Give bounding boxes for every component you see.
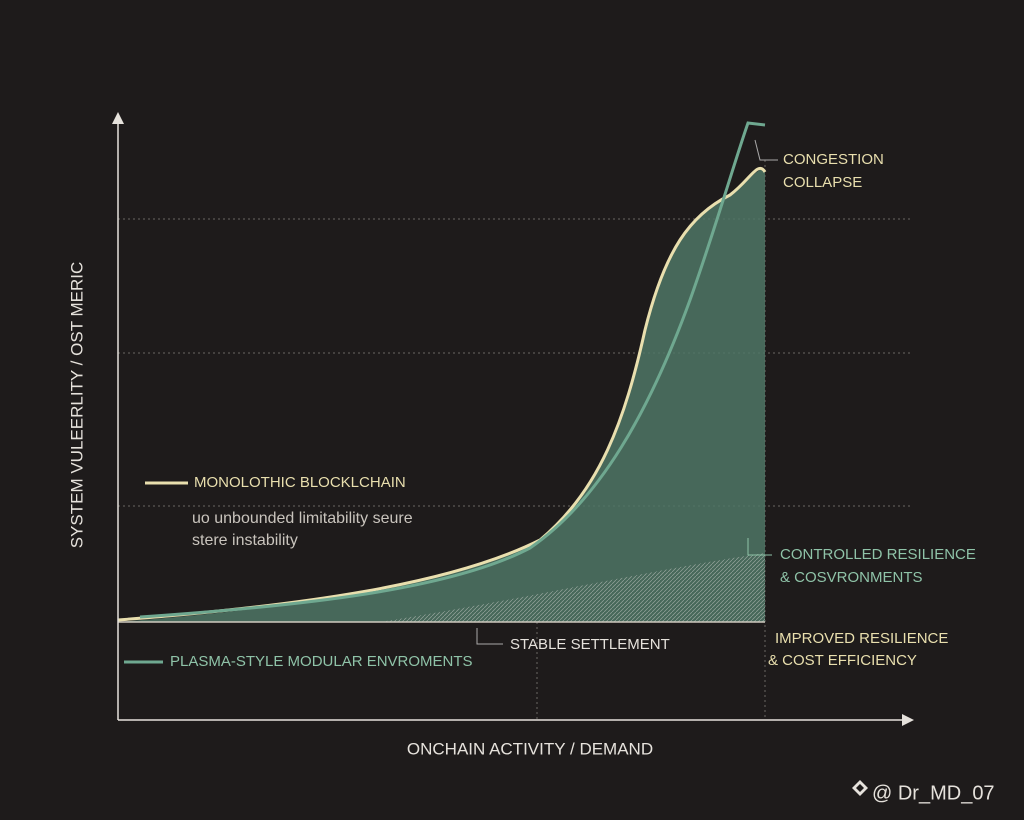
- monolithic-curve: [117, 166, 767, 622]
- annotation: & COST EFFICIENCY: [768, 652, 917, 669]
- watermark-icon: [852, 780, 868, 796]
- annotation: COLLAPSE: [783, 174, 862, 191]
- y-axis-label: SYSTEM VULEERLITY / OST MERIC: [67, 262, 86, 549]
- annotation: IMPROVED RESILIENCE: [775, 630, 948, 647]
- grid: [118, 160, 912, 720]
- annotation: CONGESTION: [783, 151, 884, 168]
- annotation: CONTROLLED RESILIENCE: [780, 546, 976, 563]
- area-fill: [118, 169, 765, 623]
- plasma-curve: [139, 121, 766, 619]
- annotation: uo unbounded limitability seure: [192, 510, 413, 527]
- hatched-area: [380, 553, 765, 622]
- legend-label: PLASMA-STYLE MODULAR ENVROMENTS: [170, 653, 473, 670]
- leader: [754, 139, 778, 161]
- leader: [747, 538, 772, 556]
- annotation: stere instability: [192, 532, 298, 549]
- legend-label: MONOLOTHIC BLOCKLCHAIN: [194, 474, 406, 491]
- annotation: STABLE SETTLEMENT: [510, 636, 670, 653]
- watermark: @ Dr_MD_07: [872, 782, 995, 804]
- annotation: & COSVRONMENTS: [780, 569, 923, 586]
- x-axis-label: ONCHAIN ACTIVITY / DEMAND: [407, 739, 653, 758]
- leader: [476, 628, 503, 645]
